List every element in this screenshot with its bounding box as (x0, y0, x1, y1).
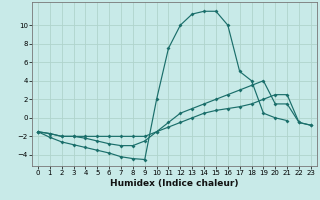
X-axis label: Humidex (Indice chaleur): Humidex (Indice chaleur) (110, 179, 239, 188)
